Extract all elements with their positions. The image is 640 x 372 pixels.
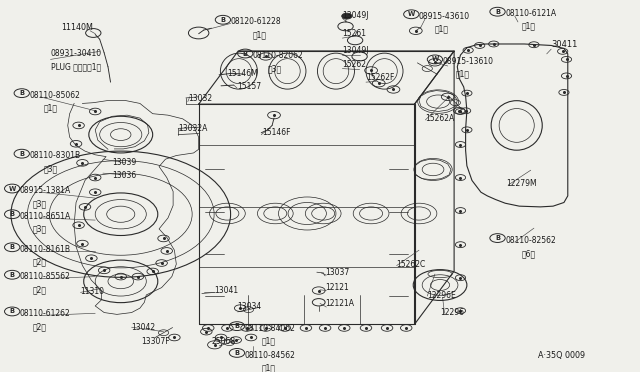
Text: 08110-84062: 08110-84062	[244, 324, 296, 333]
Text: 12121A: 12121A	[325, 299, 354, 308]
Text: 15262A: 15262A	[426, 113, 454, 122]
Text: B: B	[10, 244, 15, 250]
Text: （1）: （1）	[253, 30, 267, 39]
Text: 15146M: 15146M	[227, 70, 258, 78]
Text: 08110-85562: 08110-85562	[20, 272, 71, 281]
Text: 08110-8161B: 08110-8161B	[20, 245, 71, 254]
Text: 13049J: 13049J	[342, 11, 369, 20]
Text: 15261: 15261	[342, 29, 366, 38]
Text: 13307F: 13307F	[141, 337, 170, 346]
Text: W: W	[431, 57, 438, 62]
Text: （3）: （3）	[268, 64, 282, 73]
Text: 12296E: 12296E	[428, 291, 456, 300]
Text: PLUG プラグ（1）: PLUG プラグ（1）	[51, 62, 100, 71]
Text: B: B	[243, 51, 248, 57]
Text: （1）: （1）	[521, 22, 535, 31]
Text: A·35Q 0009: A·35Q 0009	[538, 350, 586, 359]
Text: 08110-61262: 08110-61262	[20, 309, 70, 318]
Text: B: B	[19, 151, 24, 157]
Text: 15262: 15262	[342, 60, 366, 68]
Text: B: B	[495, 235, 500, 241]
Text: （1）: （1）	[435, 25, 449, 34]
Text: B: B	[234, 323, 239, 329]
Text: 13037: 13037	[325, 267, 349, 277]
Text: （2）: （2）	[33, 258, 47, 267]
Text: 08915-13610: 08915-13610	[443, 57, 493, 66]
Text: 13039: 13039	[113, 157, 137, 167]
Circle shape	[342, 13, 352, 19]
Text: 12296: 12296	[440, 308, 464, 317]
Text: 13034: 13034	[237, 302, 261, 311]
Text: （1）: （1）	[44, 103, 58, 113]
Text: B: B	[220, 17, 225, 23]
Text: 13036: 13036	[113, 171, 137, 180]
Text: B: B	[10, 272, 15, 278]
Text: （3）: （3）	[44, 164, 58, 173]
Text: 08110-82562: 08110-82562	[505, 236, 556, 245]
Text: 08915-43610: 08915-43610	[419, 12, 470, 21]
Text: （6）: （6）	[521, 249, 535, 258]
Text: 13049J: 13049J	[342, 46, 369, 55]
Text: （3）: （3）	[33, 199, 47, 208]
Text: （1）: （1）	[261, 363, 275, 372]
Text: 15157: 15157	[237, 81, 261, 90]
Text: B: B	[495, 9, 500, 15]
Text: 08110-84562: 08110-84562	[244, 350, 296, 359]
Text: 12279M: 12279M	[506, 179, 537, 188]
Text: 08110-82062: 08110-82062	[253, 51, 304, 60]
Text: 08110-85062: 08110-85062	[29, 91, 80, 100]
Text: W: W	[8, 186, 16, 192]
Text: （2）: （2）	[33, 285, 47, 294]
Text: 11140M: 11140M	[61, 23, 93, 32]
Text: 15262C: 15262C	[397, 260, 426, 269]
Text: 08110-6121A: 08110-6121A	[505, 9, 556, 18]
Text: 11310: 11310	[81, 287, 104, 296]
Text: B: B	[19, 90, 24, 96]
Text: （1）: （1）	[261, 337, 275, 346]
Text: 15262F: 15262F	[366, 73, 394, 82]
Text: （1）: （1）	[456, 70, 469, 78]
Text: 13032: 13032	[188, 94, 212, 103]
Text: 08915-1381A: 08915-1381A	[20, 186, 71, 195]
Text: B: B	[234, 350, 239, 356]
Text: （3）: （3）	[33, 225, 47, 234]
Text: 30411: 30411	[551, 40, 577, 49]
Text: 12121: 12121	[325, 283, 349, 292]
Text: 13041: 13041	[214, 286, 239, 295]
Text: W: W	[408, 11, 415, 17]
Text: 08931-30410: 08931-30410	[51, 49, 102, 58]
Text: 15146F: 15146F	[262, 128, 291, 137]
Text: B: B	[10, 211, 15, 217]
Text: （2）: （2）	[33, 322, 47, 331]
Text: 13032A: 13032A	[178, 124, 207, 133]
Text: 08110-8651A: 08110-8651A	[20, 212, 71, 221]
Text: 08120-61228: 08120-61228	[230, 17, 281, 26]
Text: B: B	[10, 308, 15, 314]
Text: 13042: 13042	[132, 323, 156, 331]
Text: 25068: 25068	[211, 337, 236, 346]
Text: 08110-8301B: 08110-8301B	[29, 151, 81, 160]
